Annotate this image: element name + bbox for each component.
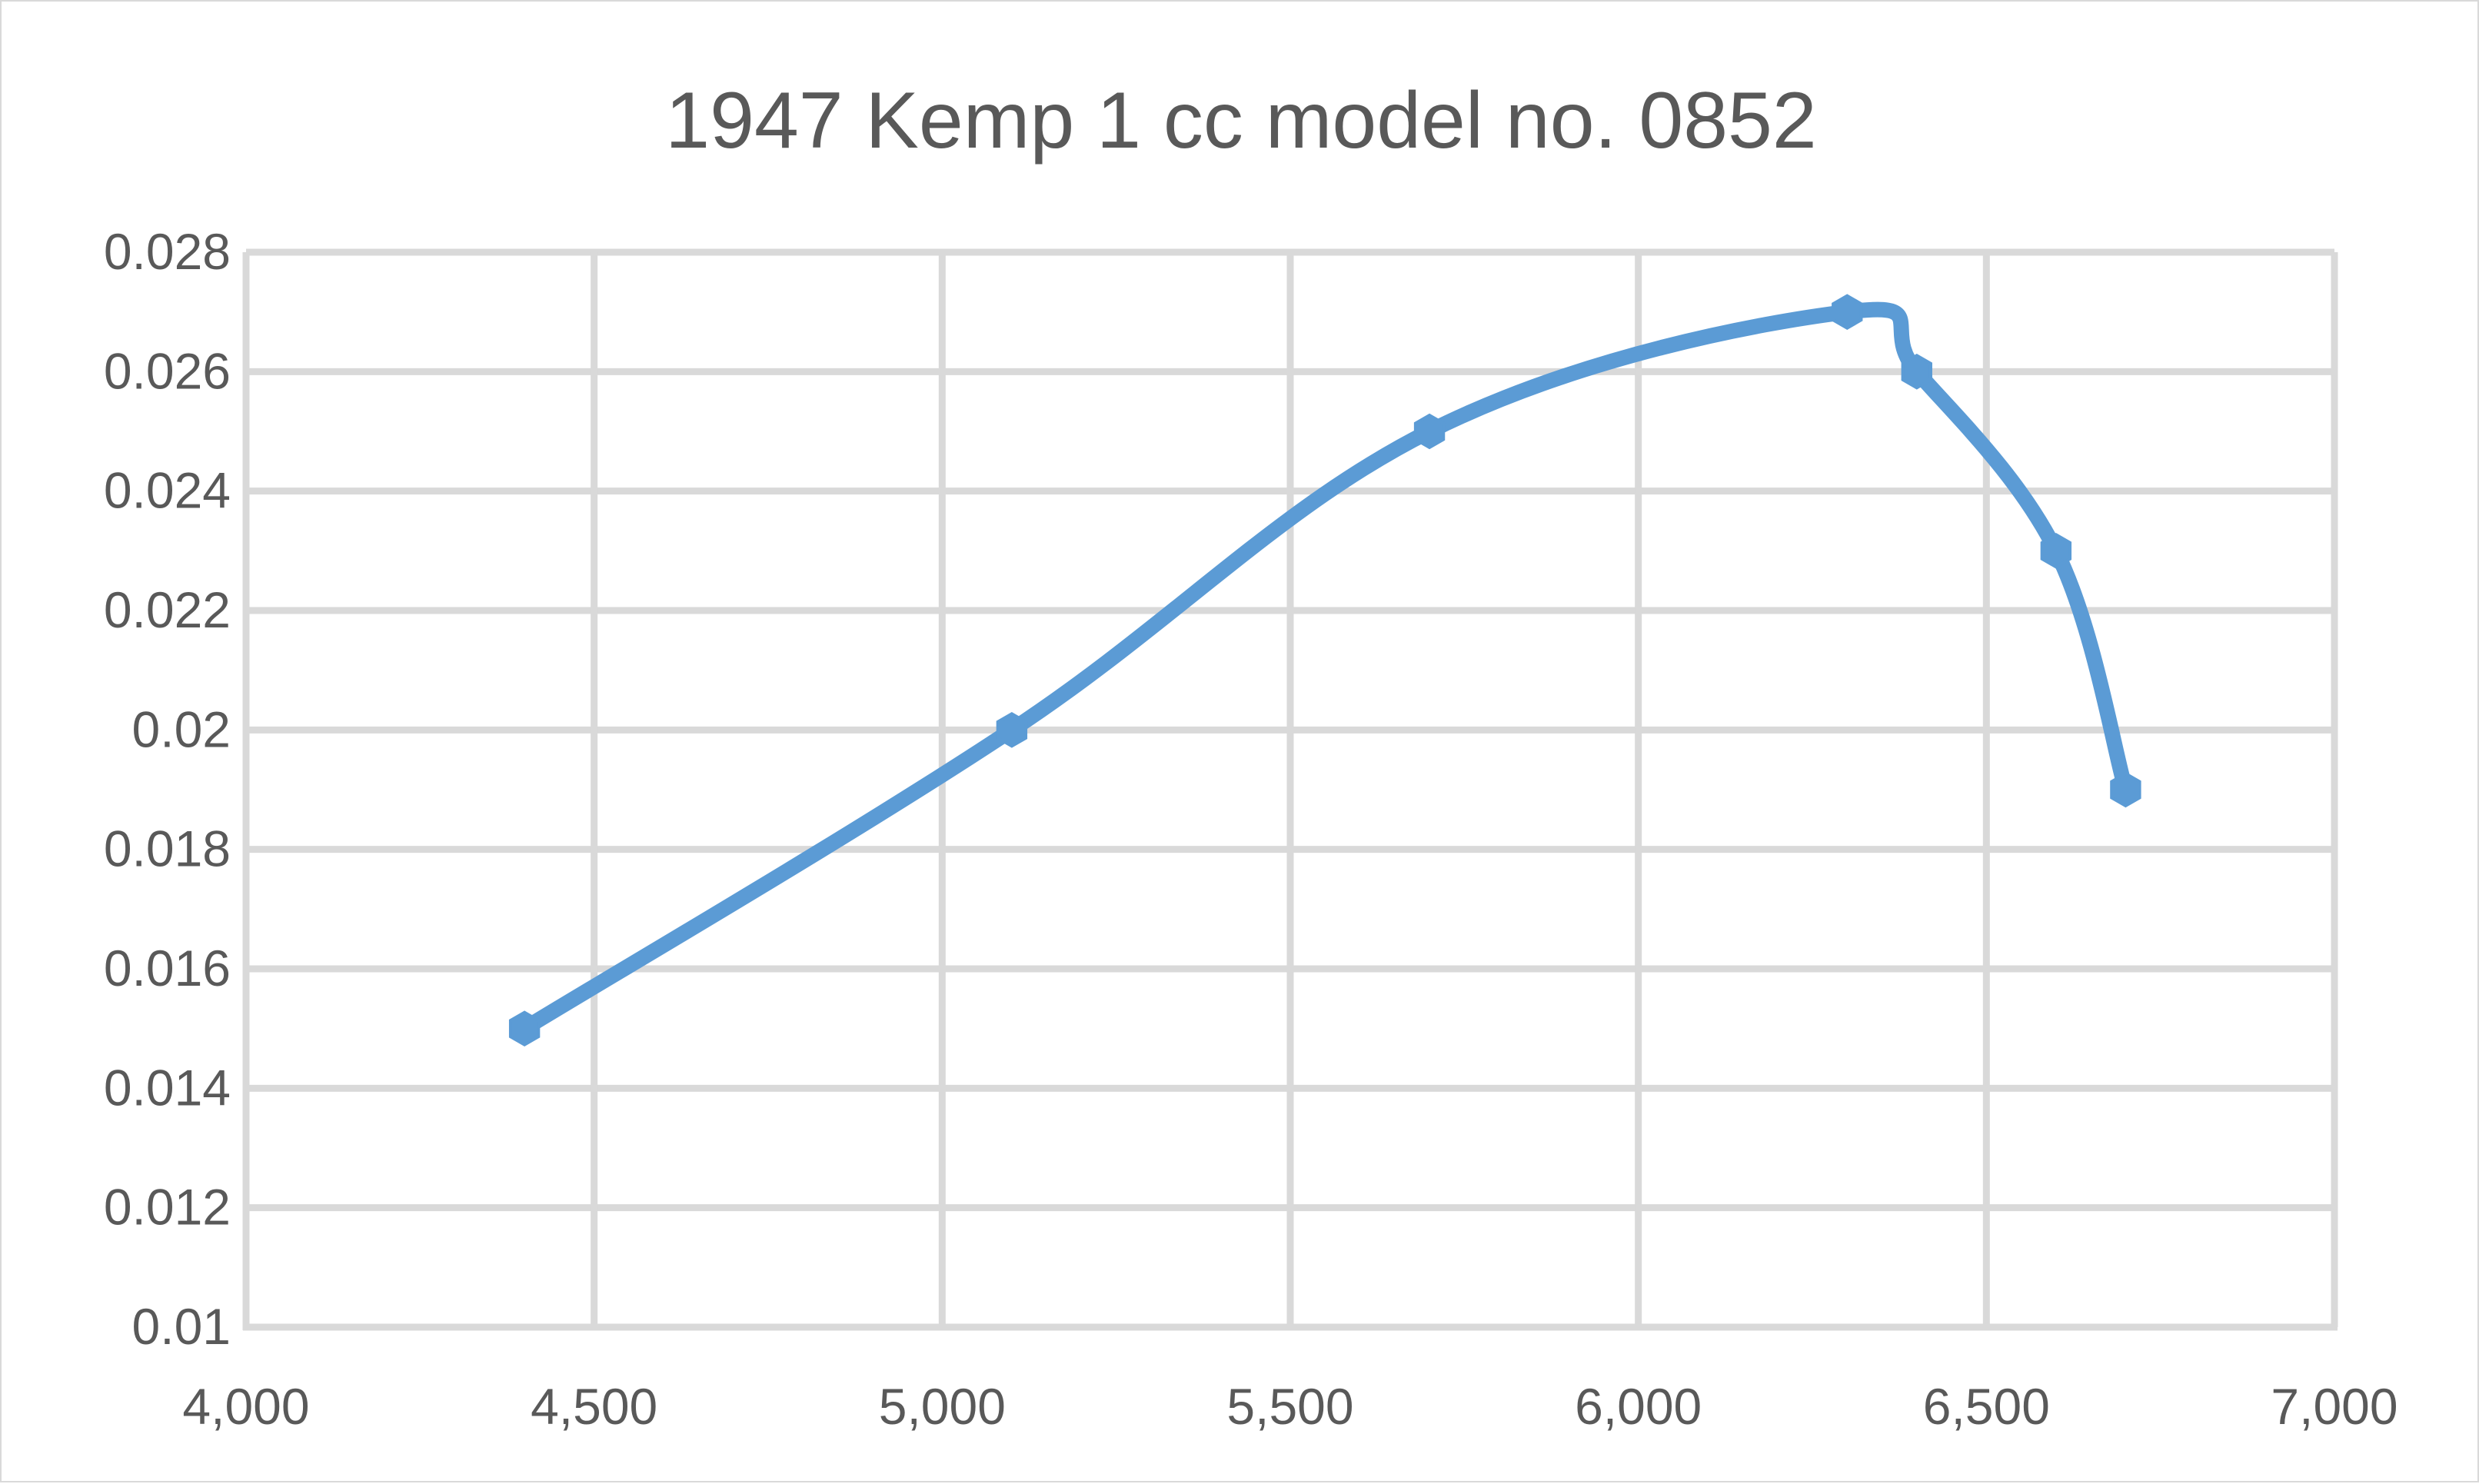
data-point-marker (1901, 354, 1932, 390)
y-tick-label: 0.028 (104, 223, 231, 280)
axes (242, 252, 2338, 1331)
y-axis-tick-labels: 0.01 0.012 0.014 0.016 0.018 0.02 0.022 0.024 0.… (104, 223, 231, 1355)
x-tick-label: 4,000 (182, 1378, 309, 1435)
data-point-marker (996, 712, 1028, 748)
x-axis-tick-labels: 4,000 4,500 5,000 5,500 6,000 6,500 7,000 (182, 1378, 2397, 1435)
y-tick-label: 0.018 (104, 820, 231, 877)
y-tick-label: 0.01 (132, 1298, 231, 1355)
x-tick-label: 7,000 (2271, 1378, 2397, 1435)
y-tick-label: 0.016 (104, 940, 231, 997)
data-point-marker (508, 1010, 541, 1046)
x-tick-label: 6,000 (1575, 1378, 1702, 1435)
y-tick-label: 0.026 (104, 342, 231, 399)
x-tick-label: 6,500 (1923, 1378, 2050, 1435)
data-point-marker (1413, 413, 1446, 450)
x-tick-label: 5,000 (879, 1378, 1006, 1435)
series-layer (508, 294, 2141, 1046)
gridlines (246, 248, 2338, 1327)
data-point-marker (2040, 533, 2072, 569)
data-point-marker (2110, 771, 2141, 808)
data-point-marker (1832, 294, 1863, 330)
x-tick-label: 4,500 (531, 1378, 657, 1435)
y-tick-label: 0.022 (104, 581, 231, 638)
y-tick-label: 0.014 (104, 1059, 231, 1116)
y-tick-label: 0.024 (104, 462, 231, 519)
series-line (517, 301, 2134, 1036)
y-tick-label: 0.012 (104, 1179, 231, 1236)
x-tick-label: 5,500 (1226, 1378, 1353, 1435)
chart-title: 1947 Kemp 1 cc model no. 0852 (665, 76, 1816, 165)
y-tick-label: 0.02 (132, 700, 231, 757)
